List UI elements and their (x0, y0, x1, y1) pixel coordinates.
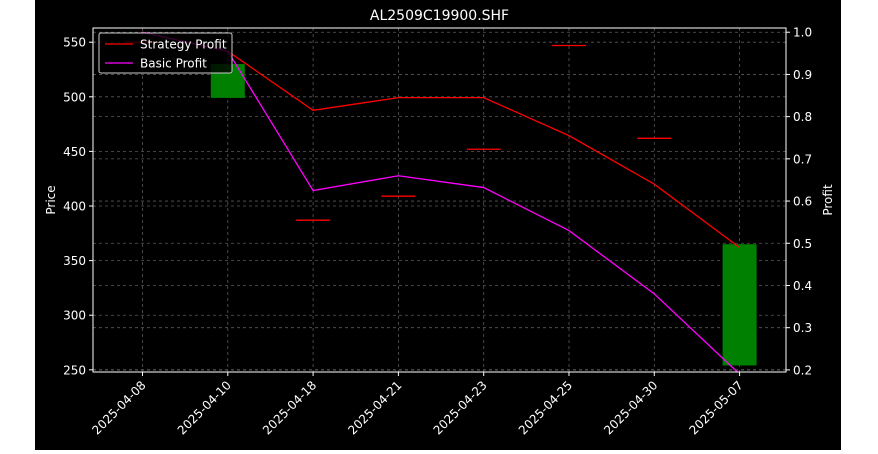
x-tick-label: 2025-05-07 (687, 378, 746, 437)
y-tick-label-right: 0.9 (793, 68, 812, 82)
x-tick-label: 2025-04-23 (431, 378, 490, 437)
chart-svg: AL2509C19900.SHF 250 300 350 400 450 500 550 0.2… (44, 8, 835, 437)
x-tick-label: 2025-04-10 (175, 378, 234, 437)
series-line-strategy-profit (142, 31, 740, 249)
y-tick-label-left: 500 (63, 90, 86, 104)
y-tick-label-right: 0.4 (793, 279, 812, 293)
x-tick-label: 2025-04-08 (89, 378, 148, 437)
y-tick-label-right: 0.8 (793, 110, 812, 124)
y-tick-label-right: 0.2 (793, 363, 812, 377)
x-tick-label: 2025-04-30 (601, 378, 660, 437)
y-tick-label-left: 250 (63, 363, 86, 377)
legend-label: Basic Profit (140, 57, 207, 71)
y-tick-label-right: 0.6 (793, 195, 812, 209)
legend-label: Strategy Profit (140, 38, 227, 52)
x-tick-label: 2025-04-21 (345, 378, 404, 437)
y-axis-label-right: Profit (821, 184, 835, 216)
chart-figure: AL2509C19900.SHF 250 300 350 400 450 500 550 0.2… (35, 0, 841, 450)
y-tick-label-left: 550 (63, 36, 86, 50)
y-tick-label-left: 350 (63, 254, 86, 268)
y-tick-label-left: 400 (63, 200, 86, 214)
chart-title: AL2509C19900.SHF (370, 8, 509, 24)
y-tick-label-right: 0.3 (793, 321, 812, 335)
candle-body (722, 244, 757, 366)
x-tick-label: 2025-04-18 (260, 378, 319, 437)
y-tick-label-right: 0.5 (793, 237, 812, 251)
series-line-basic-profit (142, 31, 739, 372)
x-tick-label: 2025-04-25 (516, 378, 575, 437)
y-tick-label-left: 300 (63, 309, 86, 323)
y-tick-label-right: 1.0 (793, 26, 812, 40)
y-axis-label-left: Price (44, 185, 58, 214)
y-tick-label-right: 0.7 (793, 152, 812, 166)
plot-frame (92, 27, 787, 373)
y-tick-label-left: 450 (63, 145, 86, 159)
